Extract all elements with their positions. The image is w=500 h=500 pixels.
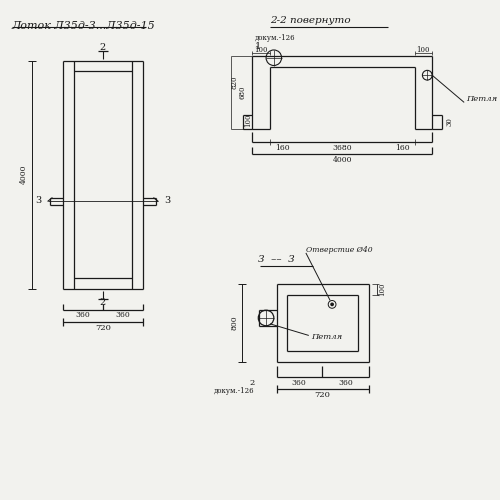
Text: 4000: 4000 [332, 156, 352, 164]
Text: 680: 680 [239, 86, 247, 99]
Text: 360: 360 [338, 379, 353, 387]
Text: 360: 360 [115, 311, 130, 319]
Text: 160: 160 [395, 144, 410, 152]
Text: 100: 100 [416, 46, 430, 54]
Text: 3: 3 [164, 196, 170, 205]
Text: 2: 2 [249, 379, 254, 387]
Text: 820: 820 [231, 76, 239, 89]
Text: 3  ––  3: 3 –– 3 [258, 255, 295, 264]
Text: докум.-126: докум.-126 [254, 34, 295, 42]
Text: Петля: Петля [310, 334, 342, 342]
Text: 720: 720 [95, 324, 111, 332]
Circle shape [331, 303, 334, 306]
Text: Отверстие Ø40: Отверстие Ø40 [306, 246, 372, 254]
Text: 100: 100 [378, 282, 386, 296]
Text: 4000: 4000 [20, 165, 28, 184]
Text: 3: 3 [36, 196, 42, 205]
Text: 800: 800 [230, 316, 238, 330]
Text: 100: 100 [244, 113, 252, 126]
Text: докум.-126: докум.-126 [214, 387, 254, 395]
Text: 360: 360 [75, 311, 90, 319]
Text: 160: 160 [275, 144, 289, 152]
Text: 100: 100 [254, 46, 268, 54]
Text: 30: 30 [446, 118, 454, 126]
Text: 2: 2 [100, 298, 106, 307]
Text: 2: 2 [100, 42, 106, 51]
Text: 360: 360 [292, 379, 306, 387]
Text: 1: 1 [254, 42, 260, 50]
Text: 3680: 3680 [332, 144, 352, 152]
Text: 2-2 повернуто: 2-2 повернуто [270, 16, 351, 26]
Text: 720: 720 [314, 390, 330, 398]
Text: Лоток Л35д-3...Л35д-15: Лоток Л35д-3...Л35д-15 [12, 21, 156, 31]
Text: Петля: Петля [466, 96, 497, 104]
